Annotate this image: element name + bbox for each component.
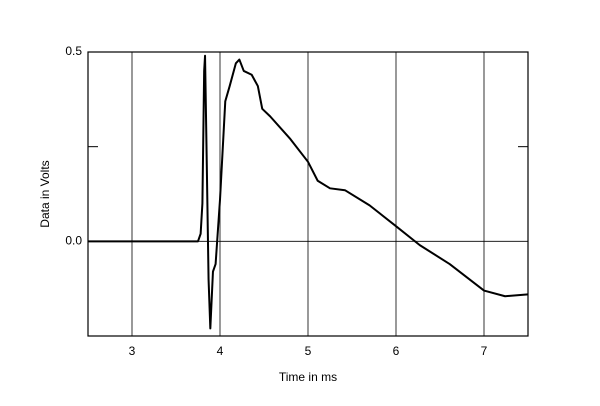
x-tick-label: 4 xyxy=(217,344,224,358)
x-axis-label: Time in ms xyxy=(279,370,337,384)
x-tick-label: 3 xyxy=(129,344,136,358)
y-tick-label: 0.5 xyxy=(65,44,82,58)
y-axis-label: Data in Volts xyxy=(38,160,52,227)
x-tick-label: 7 xyxy=(481,344,488,358)
x-tick-label: 6 xyxy=(393,344,400,358)
y-tick-label: 0.0 xyxy=(65,234,82,248)
x-tick-label: 5 xyxy=(305,344,312,358)
data-line xyxy=(88,54,529,330)
